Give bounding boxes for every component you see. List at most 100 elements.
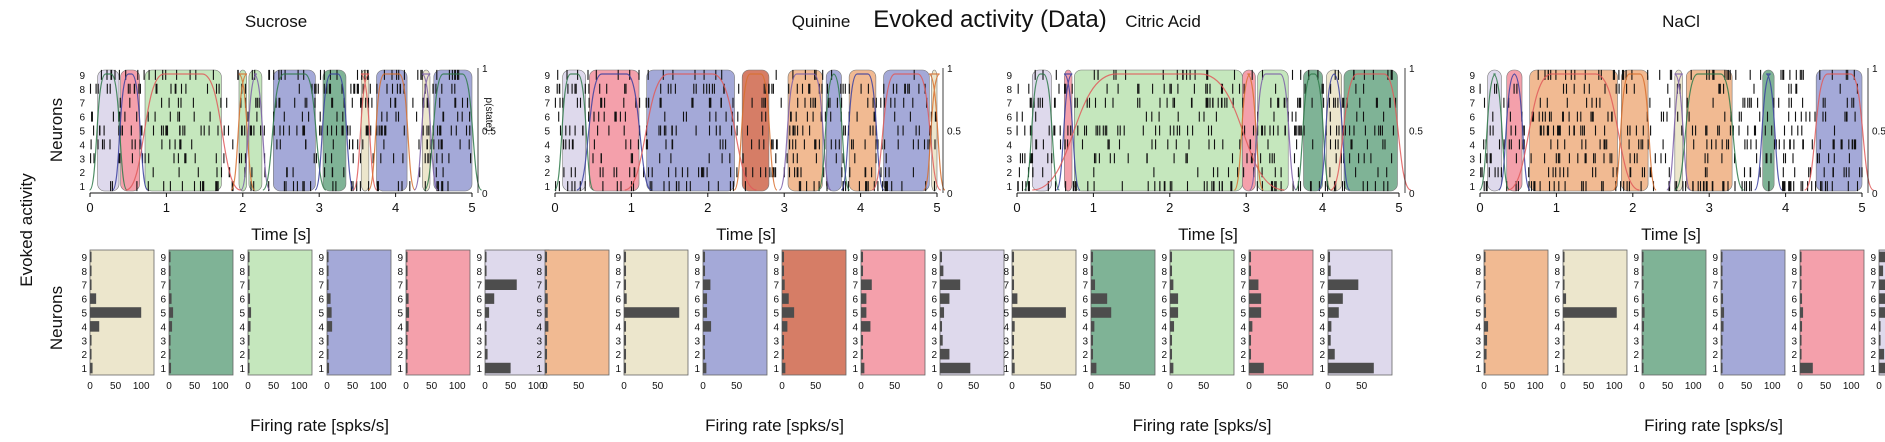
firing-rate-bar — [327, 293, 331, 304]
x-tick-label: 50 — [889, 381, 901, 392]
neuron-tick-label: 2 — [773, 350, 779, 361]
firing-rate-bar — [1879, 307, 1885, 318]
neuron-tick-label: 8 — [536, 267, 542, 278]
neuron-tick-label: 3 — [1712, 336, 1718, 347]
firing-rate-bar — [861, 279, 872, 290]
neuron-tick-label: 7 — [694, 281, 700, 292]
spike-train — [1479, 153, 1850, 164]
x-tick-label: 0 — [1797, 381, 1803, 392]
firing-rate-bar — [703, 335, 706, 346]
neuron-tick-label: 5 — [536, 309, 542, 320]
bar-subplot: 1 2 3 4 5 6 7 8 9 0 50 — [931, 249, 1005, 392]
bar-subplot: 1 2 3 4 5 6 7 8 9 0 50 100 — [239, 249, 313, 392]
neuron-tick-label: 1 — [1003, 364, 1009, 375]
x-tick-label: 50 — [1277, 381, 1289, 392]
firing-rate-bar — [90, 265, 92, 277]
x-tick-label: 100 — [1685, 381, 1702, 392]
x-tick-label: 50 — [573, 381, 585, 392]
neuron-tick-label: 3 — [1006, 154, 1012, 165]
neuron-tick-label: 5 — [1240, 309, 1246, 320]
firing-rate-bar — [406, 348, 408, 360]
firing-rate-bar — [1012, 348, 1015, 360]
neuron-tick-label: 8 — [544, 85, 550, 96]
firing-rate-bar — [703, 279, 711, 290]
spike-train — [592, 153, 887, 164]
p-state-tick: 0 — [947, 189, 953, 200]
neuron-tick-label: 5 — [81, 309, 87, 320]
firing-rate-bar — [1484, 321, 1489, 332]
firing-rate-bar — [1170, 321, 1175, 332]
neuron-tick-label: 7 — [79, 99, 85, 110]
neuron-tick-label: 8 — [239, 267, 245, 278]
firing-rate-bar — [545, 265, 548, 277]
p-state-tick: 0 — [1409, 189, 1415, 200]
firing-rate-bar — [1721, 321, 1724, 332]
bar-subplot: 1 2 3 4 5 6 7 8 9 0 50 100 — [1554, 249, 1628, 392]
spike-train — [110, 181, 449, 192]
neuron-tick-label: 7 — [1554, 281, 1560, 292]
firing-rate-bar — [940, 348, 950, 360]
subplot-background — [1169, 249, 1235, 376]
bar-subplot: 1 2 3 4 5 6 7 8 9 0 50 100 — [160, 249, 234, 392]
firing-rate-bar — [327, 279, 329, 290]
state-region — [1343, 69, 1398, 192]
x-tick-label: 50 — [1504, 381, 1516, 392]
state-probability-curve — [1330, 73, 1412, 191]
firing-rate-bar — [406, 321, 409, 332]
x-tick-label: 50 — [1583, 381, 1595, 392]
neuron-tick-label: 1 — [81, 364, 87, 375]
x-tick-label: 50 — [426, 381, 438, 392]
neuron-tick-label: 3 — [1240, 336, 1246, 347]
x-tick-label: 100 — [1606, 381, 1623, 392]
firing-rate-bar — [624, 335, 627, 346]
neuron-tick-label: 7 — [81, 281, 87, 292]
neuron-tick-label: 2 — [1469, 168, 1475, 179]
firing-rate-bar — [1642, 265, 1644, 277]
firing-rate-bar — [1642, 251, 1644, 263]
neuron-tick-label: 6 — [476, 295, 482, 306]
firing-rate-bar — [861, 251, 864, 263]
x-tick-label: 0 — [621, 381, 627, 392]
neuron-tick-label: 1 — [1633, 364, 1639, 375]
neuron-tick-label: 6 — [397, 295, 403, 306]
firing-rate-bar — [782, 265, 785, 277]
firing-rate-bar — [1328, 307, 1339, 318]
neuron-tick-label: 9 — [1554, 253, 1560, 264]
firing-rate-bar — [1879, 251, 1885, 263]
firing-rate-bar — [703, 265, 706, 277]
firing-rate-bar — [485, 335, 487, 346]
firing-rate-bar — [1800, 335, 1802, 346]
spike-train — [93, 125, 471, 136]
firing-rate-bar — [406, 265, 408, 277]
x-tick-label: 0 — [86, 200, 93, 215]
firing-rate-bar — [1328, 265, 1331, 277]
firing-rate-bar — [782, 307, 795, 318]
neuron-tick-label: 9 — [773, 253, 779, 264]
neuron-tick-label: 4 — [160, 322, 166, 333]
firing-rate-bar — [169, 265, 171, 277]
neuron-tick-label: 6 — [773, 295, 779, 306]
firing-rate-bar — [1091, 307, 1112, 318]
neuron-tick-label: 8 — [160, 267, 166, 278]
firing-rate-bar — [940, 265, 944, 277]
neuron-tick-label: 1 — [1791, 364, 1797, 375]
neuron-tick-label: 8 — [1791, 267, 1797, 278]
x-tick-label: 1 — [163, 200, 170, 215]
neuron-tick-label: 5 — [1469, 127, 1475, 138]
row-label: Evoked activity — [17, 173, 36, 287]
neuron-tick-label: 1 — [1554, 364, 1560, 375]
subplot-background — [702, 249, 768, 376]
state-probability-curve — [1233, 73, 1264, 191]
firing-rate-bar — [90, 293, 97, 304]
firing-rate-bar — [1328, 321, 1332, 332]
spike-train — [1029, 97, 1397, 108]
neuron-tick-label: 6 — [1240, 295, 1246, 306]
firing-rate-bar — [1721, 265, 1723, 277]
neuron-tick-label: 8 — [931, 267, 937, 278]
neuron-tick-label: 6 — [160, 295, 166, 306]
p-state-tick: 1 — [482, 64, 488, 75]
bar-subplot: 1 2 3 4 5 6 7 8 9 0 50 100 — [397, 249, 471, 392]
x-tick-label: 0 — [403, 381, 409, 392]
